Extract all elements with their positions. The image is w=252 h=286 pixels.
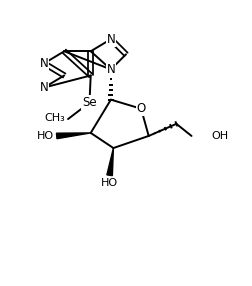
Text: N: N bbox=[107, 33, 115, 46]
Text: HO: HO bbox=[101, 178, 118, 188]
Text: N: N bbox=[107, 63, 115, 76]
Polygon shape bbox=[107, 148, 113, 176]
Text: N: N bbox=[40, 81, 48, 94]
Polygon shape bbox=[56, 133, 91, 139]
Text: N: N bbox=[40, 57, 48, 70]
Text: Se: Se bbox=[82, 96, 97, 109]
Text: CH₃: CH₃ bbox=[45, 113, 66, 123]
Text: OH: OH bbox=[212, 131, 229, 141]
Text: O: O bbox=[137, 102, 146, 115]
Text: HO: HO bbox=[37, 131, 54, 141]
